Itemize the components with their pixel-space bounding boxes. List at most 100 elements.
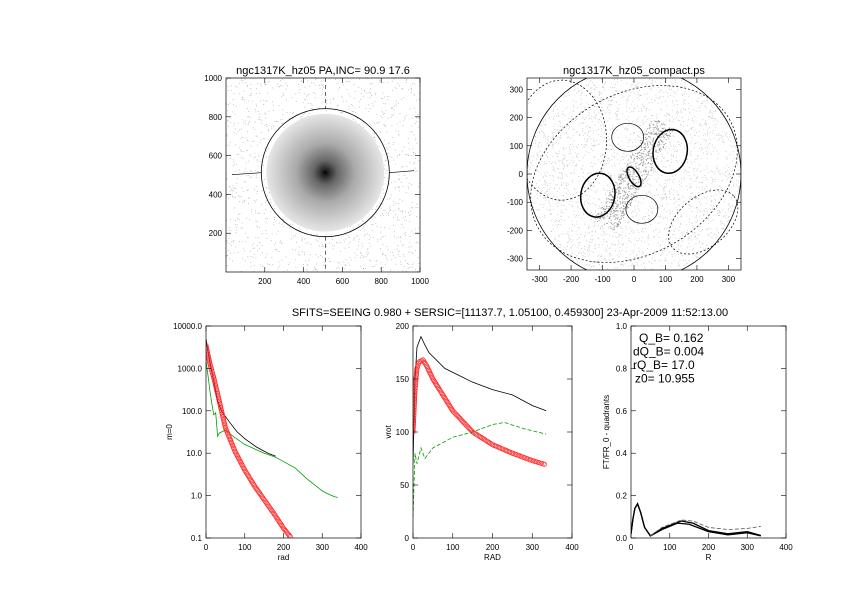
noise-pixel <box>715 199 716 201</box>
noise-pixel <box>669 213 671 215</box>
noise-pixel <box>679 259 681 261</box>
bar-pixel <box>606 198 608 200</box>
noise-pixel <box>627 176 628 178</box>
noise-pixel <box>413 134 415 136</box>
noise-pixel <box>645 185 647 187</box>
bar-pixel <box>642 156 644 158</box>
noise-pixel <box>683 259 684 261</box>
noise-pixel <box>591 189 593 190</box>
bar-pixel <box>613 210 614 212</box>
noise-pixel <box>245 182 246 183</box>
bar-pixel <box>661 127 663 129</box>
noise-pixel <box>673 198 675 200</box>
noise-pixel <box>651 139 652 141</box>
noise-pixel <box>604 155 605 157</box>
noise-pixel <box>593 265 595 267</box>
x-tick-label: 800 <box>375 277 389 286</box>
noise-pixel <box>270 201 272 203</box>
noise-pixel <box>640 95 641 96</box>
noise-pixel <box>572 214 574 216</box>
noise-pixel <box>298 246 300 248</box>
bar-pixel <box>618 223 620 225</box>
bar-pixel <box>617 218 619 220</box>
noise-pixel <box>412 253 413 255</box>
bar-pixel <box>621 174 623 176</box>
noise-pixel <box>289 227 291 229</box>
noise-pixel <box>622 168 623 169</box>
noise-pixel <box>655 251 656 253</box>
noise-pixel <box>650 192 652 194</box>
noise-pixel <box>642 251 644 253</box>
noise-pixel <box>700 210 701 212</box>
bar-pixel <box>660 136 662 138</box>
noise-pixel <box>559 161 561 162</box>
noise-pixel <box>610 104 612 106</box>
noise-pixel <box>569 173 571 174</box>
noise-pixel <box>704 133 706 135</box>
bar-pixel <box>622 178 624 180</box>
noise-pixel <box>685 109 687 111</box>
contour-center <box>626 166 642 188</box>
noise-pixel <box>389 205 391 207</box>
noise-pixel <box>383 124 385 126</box>
noise-pixel <box>729 172 730 174</box>
noise-pixel <box>684 154 686 156</box>
noise-pixel <box>684 177 686 179</box>
noise-pixel <box>573 109 575 111</box>
noise-pixel <box>537 146 539 148</box>
noise-pixel <box>319 85 320 86</box>
noise-pixel <box>418 92 420 94</box>
noise-pixel <box>622 264 623 265</box>
noise-pixel <box>588 241 590 242</box>
bar-pixel <box>650 144 652 146</box>
noise-pixel <box>709 116 711 117</box>
noise-pixel <box>656 274 657 275</box>
noise-pixel <box>570 197 571 199</box>
noise-pixel <box>667 93 669 94</box>
noise-pixel <box>271 233 273 235</box>
noise-pixel <box>397 236 399 238</box>
noise-pixel <box>580 122 582 124</box>
noise-pixel <box>638 136 640 138</box>
noise-pixel <box>550 213 552 215</box>
noise-pixel <box>311 82 313 84</box>
noise-pixel <box>277 267 279 269</box>
bar-pixel <box>631 194 633 196</box>
noise-pixel <box>582 117 584 119</box>
noise-pixel <box>710 109 712 111</box>
bar-pixel <box>619 174 621 176</box>
noise-pixel <box>241 98 243 100</box>
noise-pixel <box>598 122 599 123</box>
bar-pixel <box>656 127 658 129</box>
noise-pixel <box>569 150 571 152</box>
noise-pixel <box>577 153 579 154</box>
noise-pixel <box>645 192 647 194</box>
bar-pixel <box>618 191 620 193</box>
y-tick-label: 0 <box>519 170 524 179</box>
noise-pixel <box>598 94 600 96</box>
noise-pixel <box>700 105 702 107</box>
x-tick-label: -200 <box>563 275 580 284</box>
noise-pixel <box>271 127 273 129</box>
noise-pixel <box>574 225 575 227</box>
noise-pixel <box>276 250 278 252</box>
noise-pixel <box>565 147 567 149</box>
noise-pixel <box>259 83 261 85</box>
noise-pixel <box>608 255 610 257</box>
noise-pixel <box>701 177 703 179</box>
noise-pixel <box>607 217 609 219</box>
bar-pixel <box>615 189 617 191</box>
noise-pixel <box>397 254 399 255</box>
noise-pixel <box>398 208 400 210</box>
noise-pixel <box>354 237 356 239</box>
noise-pixel <box>600 98 602 100</box>
noise-pixel <box>683 197 685 199</box>
noise-pixel <box>584 223 586 225</box>
bar-pixel <box>655 145 657 147</box>
bar-pixel <box>658 144 660 146</box>
noise-pixel <box>576 119 577 120</box>
bar-pixel <box>618 179 620 180</box>
bar-pixel <box>628 182 630 184</box>
noise-pixel <box>548 117 550 119</box>
noise-pixel <box>645 216 646 218</box>
